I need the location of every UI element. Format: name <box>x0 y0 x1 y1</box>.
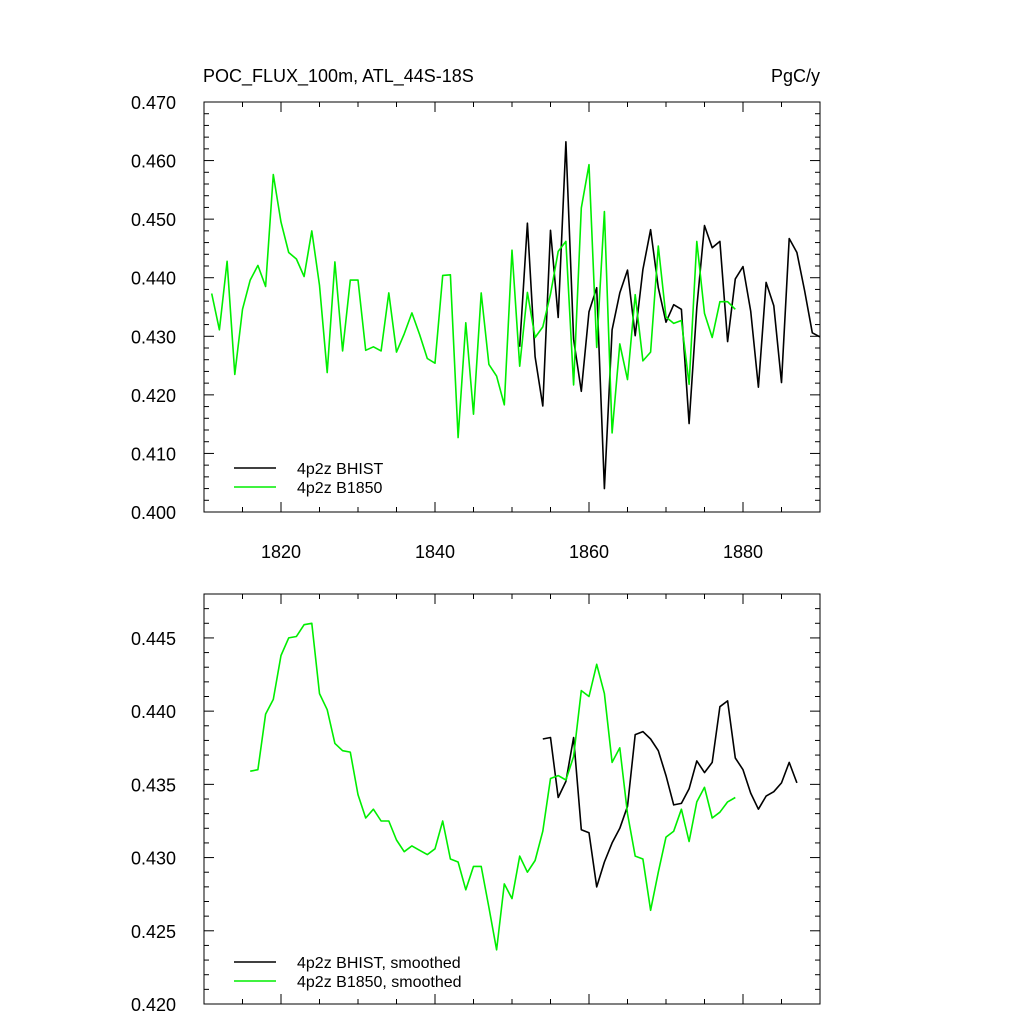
y-tick-label: 0.460 <box>131 152 176 172</box>
x-tick-label: 1860 <box>569 542 609 562</box>
legend-label-bhist: 4p2z BHIST <box>297 461 383 478</box>
y-tick-label: 0.445 <box>131 629 176 649</box>
top-series-group <box>210 141 821 490</box>
top-chart-title: POC_FLUX_100m, ATL_44S-18S <box>203 66 474 87</box>
legend-label-b1850-smoothed: 4p2z B1850, smoothed <box>297 974 462 991</box>
legend-label-b1850: 4p2z B1850 <box>297 480 383 497</box>
x-tick-label: 1840 <box>415 542 455 562</box>
y-tick-label: 0.425 <box>131 922 176 942</box>
legend-label-bhist-smoothed: 4p2z BHIST, smoothed <box>297 955 461 972</box>
x-tick-label: 1820 <box>261 542 301 562</box>
y-tick-label: 0.470 <box>131 93 176 113</box>
bottom-plot-frame <box>203 593 821 1005</box>
y-tick-label: 0.440 <box>131 269 176 289</box>
y-tick-label: 0.430 <box>131 849 176 869</box>
top-chart-units: PgC/y <box>771 66 820 86</box>
bottom-b1850-series-line <box>250 622 736 951</box>
y-tick-label: 0.440 <box>131 702 176 722</box>
bottom-axis-ticks: 0.420 0.425 0.430 0.435 0.440 0.445 <box>131 593 821 1015</box>
top-panel: POC_FLUX_100m, ATL_44S-18S PgC/y 1820 184… <box>131 66 821 562</box>
y-tick-label: 0.435 <box>131 775 176 795</box>
top-bhist-series-line <box>518 141 821 490</box>
top-plot-frame <box>203 101 821 513</box>
top-legend: 4p2z BHIST 4p2z B1850 <box>234 461 383 497</box>
x-tick-label: 1880 <box>723 542 763 562</box>
bottom-legend: 4p2z BHIST, smoothed 4p2z B1850, smoothe… <box>234 955 462 991</box>
y-tick-label: 0.420 <box>131 995 176 1015</box>
y-tick-label: 0.400 <box>131 503 176 523</box>
bottom-panel: 0.420 0.425 0.430 0.435 0.440 0.445 4p2z BHIS… <box>131 593 821 1015</box>
bottom-series-group <box>250 622 798 951</box>
y-tick-label: 0.420 <box>131 386 176 406</box>
y-tick-label: 0.450 <box>131 210 176 230</box>
top-axis-ticks: 1820 1840 1860 1880 0.400 0.410 0.420 0.430 0.44… <box>131 93 821 562</box>
y-tick-label: 0.430 <box>131 327 176 347</box>
y-tick-label: 0.410 <box>131 444 176 464</box>
bottom-bhist-series-line <box>542 700 798 888</box>
top-b1850-series-line <box>210 163 736 439</box>
